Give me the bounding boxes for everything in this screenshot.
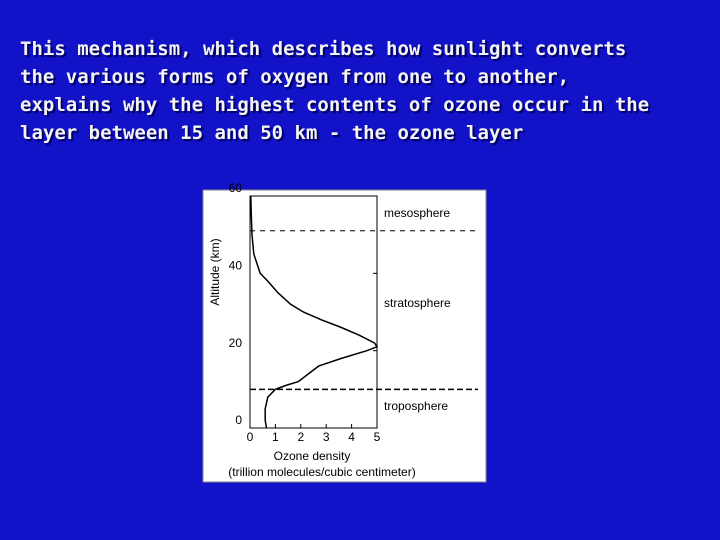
y-axis-label: Altitude (km) [208, 238, 222, 305]
y-tick-label: 60 [229, 181, 243, 195]
x-axis-label: (trillion molecules/cubic centimeter) [228, 465, 415, 479]
layer-label: troposphere [384, 399, 448, 413]
plot-frame [249, 195, 378, 429]
x-tick-label: 2 [297, 430, 304, 444]
slide-text: layer between 15 and 50 km - the ozone l… [20, 122, 524, 144]
x-axis-label: Ozone density [274, 449, 351, 463]
x-tick-label: 3 [323, 430, 330, 444]
y-tick-label: 20 [229, 336, 243, 350]
slide-text: the various forms of oxygen from one to … [20, 66, 570, 88]
x-tick-label: 0 [247, 430, 254, 444]
y-tick-label: 40 [229, 259, 243, 273]
y-tick-label: 0 [235, 413, 242, 427]
ozone-curve [250, 195, 379, 429]
chart-background [202, 189, 487, 483]
layer-label: mesosphere [384, 206, 450, 220]
x-tick-label: 5 [374, 430, 381, 444]
layer-label: stratosphere [384, 296, 451, 310]
x-tick-label: 1 [272, 430, 279, 444]
slide-text: explains why the highest contents of ozo… [20, 94, 650, 116]
slide-text: This mechanism, which describes how sunl… [20, 38, 627, 60]
x-tick-label: 4 [348, 430, 355, 444]
